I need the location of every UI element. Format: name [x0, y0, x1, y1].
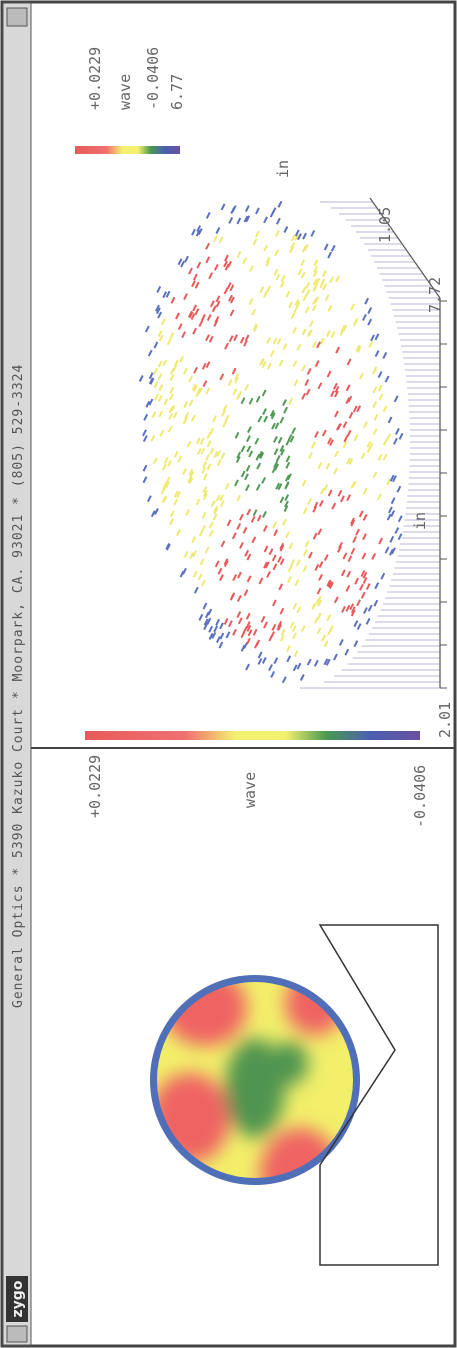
title-text: General Optics * 5390 Kazuko Court * Moo…	[11, 364, 26, 1008]
unit: wave	[116, 74, 134, 110]
screenshot: zygo General Optics * 5390 Kazuko Court …	[0, 0, 457, 1348]
axis-label: 1.05	[376, 207, 394, 243]
axis-unit: in	[411, 512, 429, 530]
colorbar	[75, 146, 180, 154]
logo: zygo	[10, 1280, 26, 1317]
landscape-view: zygo General Optics * 5390 Kazuko Court …	[2, 2, 455, 1346]
unit: wave	[241, 772, 259, 808]
axis-label: 7.72	[426, 277, 444, 313]
menu-button[interactable]	[7, 1326, 27, 1342]
scale-max: +0.0229	[86, 47, 104, 110]
scale-max: +0.0229	[86, 755, 104, 818]
scale-min: -0.0406	[411, 765, 429, 828]
scale-min: -0.0406	[144, 47, 162, 110]
colorbar	[85, 731, 420, 740]
axis-label: 2.01	[436, 702, 454, 738]
resize-button[interactable]	[7, 8, 27, 26]
pv-value: 6.77	[168, 74, 186, 110]
page: {"title_bar":{"logo":"zygo","text":"Gene…	[0, 0, 457, 1348]
axis-unit: in	[274, 160, 292, 178]
